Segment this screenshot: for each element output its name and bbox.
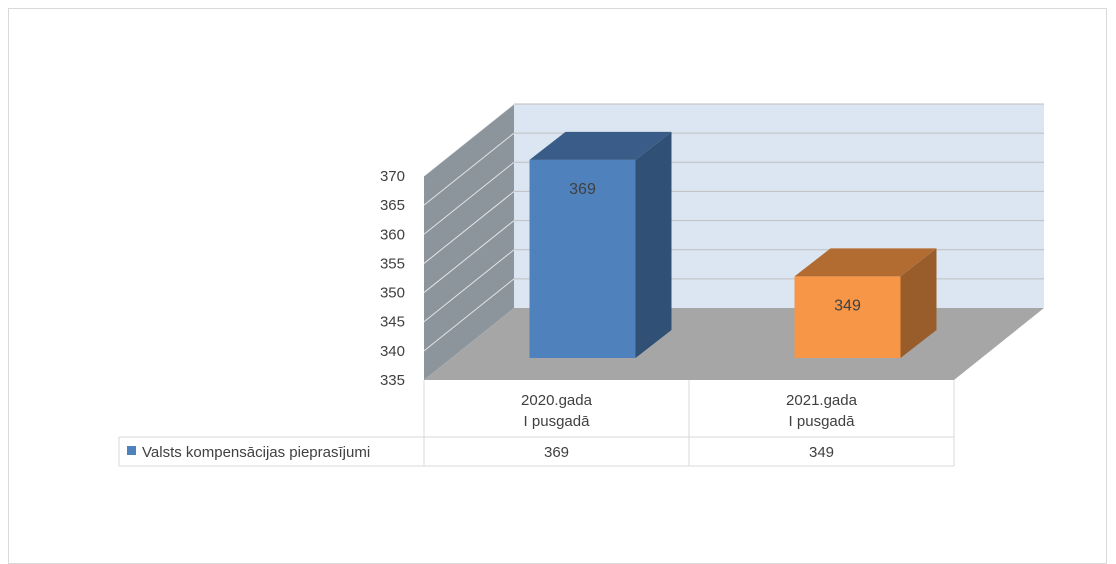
bar-side-face bbox=[900, 248, 937, 358]
y-tick-label: 370 bbox=[380, 168, 405, 185]
y-tick-label: 335 bbox=[380, 372, 405, 389]
y-tick-label: 340 bbox=[380, 343, 405, 360]
bar-side-face bbox=[635, 131, 672, 358]
x-category-label: 2021.gada bbox=[786, 392, 858, 409]
bar-2: 349 bbox=[794, 248, 937, 358]
y-tick-label: 345 bbox=[380, 314, 405, 331]
data-table: 2020.gada I pusgadā 369 2021.gada I pusgadā 3… bbox=[118, 380, 955, 467]
side-gridline bbox=[423, 191, 515, 264]
table-value-cell: 349 bbox=[809, 444, 834, 461]
legend-series-name: Valsts kompensācijas pieprasījumi bbox=[142, 444, 370, 461]
side-wall bbox=[424, 104, 514, 380]
bar-front-face bbox=[529, 159, 636, 358]
bars: 369 349 bbox=[529, 131, 937, 358]
y-tick-label: 365 bbox=[380, 197, 405, 214]
side-gridline bbox=[423, 103, 515, 177]
x-category-label: I pusgadā bbox=[789, 413, 856, 430]
y-tick-label: 360 bbox=[380, 226, 405, 243]
x-category-label: I pusgadā bbox=[524, 413, 591, 430]
floor bbox=[424, 308, 1044, 380]
bar-top-face bbox=[529, 131, 672, 160]
bar-1: 369 bbox=[529, 131, 672, 358]
x-category-label: 2020.gada bbox=[521, 392, 593, 409]
data-label: 369 bbox=[569, 181, 596, 198]
side-gridline bbox=[423, 220, 515, 293]
y-tick-label: 350 bbox=[380, 285, 405, 302]
y-axis-ticks: 335 340 345 350 355 360 365 370 bbox=[380, 168, 405, 389]
data-label: 349 bbox=[834, 297, 861, 314]
side-gridline bbox=[423, 278, 515, 352]
y-tick-label: 355 bbox=[380, 255, 405, 272]
table-value-cell: 369 bbox=[544, 444, 569, 461]
side-gridline bbox=[423, 161, 515, 235]
bar-front-face bbox=[794, 276, 901, 358]
side-gridline bbox=[423, 132, 515, 206]
side-gridline bbox=[423, 249, 515, 323]
legend-key-swatch bbox=[127, 446, 136, 455]
bar-top-face bbox=[794, 248, 937, 277]
